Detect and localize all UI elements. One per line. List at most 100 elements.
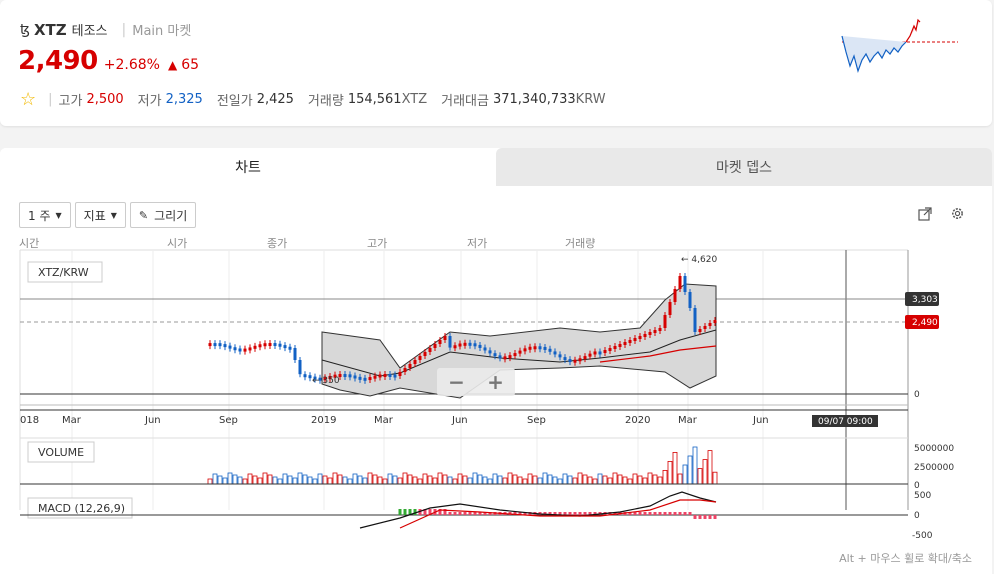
candle (353, 375, 357, 379)
candle (543, 346, 547, 350)
x-label: Jun (752, 415, 769, 426)
x-time-tag: 09/07 09:00 (818, 417, 873, 427)
candle (293, 348, 297, 360)
favorite-star-icon[interactable]: ☆ (20, 89, 37, 110)
volume-bar (702, 459, 708, 485)
candle (263, 343, 267, 347)
macd-histogram-bar (548, 512, 552, 515)
candle (318, 377, 322, 381)
caret-down-icon: ▼ (110, 210, 117, 220)
volume-bar (472, 472, 478, 485)
indicator-dropdown[interactable]: 지표 ▼ (74, 202, 126, 228)
settings-gear-icon[interactable] (950, 206, 965, 221)
amount-unit: KRW (575, 92, 606, 107)
price-tag-upper-bg (905, 292, 939, 306)
candle (308, 375, 312, 379)
candle (653, 330, 657, 333)
field-open: 시가 (167, 237, 188, 250)
volume-bar (352, 473, 358, 485)
candle (648, 332, 652, 335)
candle (633, 338, 637, 341)
volume-bar (547, 474, 553, 485)
candle (288, 346, 292, 350)
candle (508, 355, 512, 359)
candle (378, 374, 382, 378)
candle (498, 355, 502, 359)
divider: | (121, 21, 127, 38)
candle (703, 326, 707, 329)
candle (393, 374, 397, 378)
candle (398, 372, 402, 376)
volume-bar (232, 474, 238, 485)
change-percent: +2.68% (103, 57, 160, 73)
candle (268, 343, 272, 347)
volume-bar (582, 474, 588, 485)
candle (298, 360, 302, 375)
candle (253, 345, 257, 349)
pencil-icon: ✎ (138, 208, 149, 222)
draw-label: 그리기 (154, 208, 188, 223)
macd-histogram-bar (668, 512, 672, 515)
volume-bar (467, 477, 473, 485)
volume-label-box (27, 441, 95, 463)
indicator-label: 지표 (83, 208, 106, 223)
candle (503, 356, 507, 360)
volume-bar (212, 473, 218, 485)
volume-bar (292, 477, 298, 485)
macd-histogram-bar (593, 512, 597, 515)
chart-toolbar: 1 주 ▼ 지표 ▼ ✎ 그리기 (19, 202, 197, 228)
volume-bar (602, 475, 608, 485)
zoom-out-button[interactable]: − (448, 370, 465, 394)
volume-bar (377, 476, 383, 485)
candle (473, 343, 477, 347)
candle (538, 346, 542, 350)
volume-bar (497, 475, 503, 485)
candle (518, 350, 522, 354)
divider: | (48, 92, 53, 107)
macd-label: MACD (12,26,9) (38, 502, 125, 515)
volume-bar (627, 478, 633, 485)
volume-bar (612, 472, 618, 485)
macd-histogram-bar (398, 509, 402, 515)
volume-bar (687, 455, 693, 485)
macd-histogram-bar (478, 512, 482, 515)
volume-bar (592, 478, 598, 485)
candle (408, 364, 412, 368)
market-label: Main 마켓 (132, 24, 192, 39)
interval-label: 1 주 (28, 208, 51, 223)
draw-button[interactable]: ✎ 그리기 (129, 202, 197, 228)
amount-value: 371,340,733 (492, 92, 576, 107)
candle (528, 346, 532, 350)
candle (638, 336, 642, 339)
macd-histogram-bar (638, 512, 642, 515)
zoom-in-button[interactable]: + (487, 370, 504, 394)
candle (603, 350, 607, 353)
volume-bar (572, 477, 578, 485)
tab-chart[interactable]: 차트 (0, 148, 496, 186)
volume-bar (252, 475, 258, 485)
current-price: 2,490 (18, 46, 98, 76)
tab-market-depth[interactable]: 마켓 뎁스 (496, 148, 992, 186)
x-label: 2019 (311, 415, 336, 426)
candle (303, 374, 307, 378)
coin-header: ꜩ XTZ 테조스 | Main 마켓 (20, 20, 192, 40)
volume-bar (632, 473, 638, 485)
candle (573, 359, 577, 363)
candle (698, 329, 702, 332)
candle (218, 343, 222, 347)
field-close: 종가 (267, 237, 288, 250)
interval-dropdown[interactable]: 1 주 ▼ (19, 202, 71, 228)
candlestick-chart[interactable]: ← 4,620 ← 350 3,303 2,490 0 XTZ/KRW 018 … (0, 248, 992, 548)
volume-bar (697, 468, 703, 485)
candle (483, 347, 487, 351)
volume-bar (412, 476, 418, 485)
x-time-tag-bg (812, 415, 878, 427)
candle (448, 336, 452, 348)
popout-icon[interactable] (918, 207, 932, 221)
prev-close-value: 2,425 (256, 92, 294, 107)
candle (488, 350, 492, 354)
macd-histogram-bar (513, 512, 517, 515)
candle (523, 348, 527, 352)
price-row: 2,490 +2.68% ▲ 65 (18, 46, 199, 76)
candle (618, 344, 622, 347)
